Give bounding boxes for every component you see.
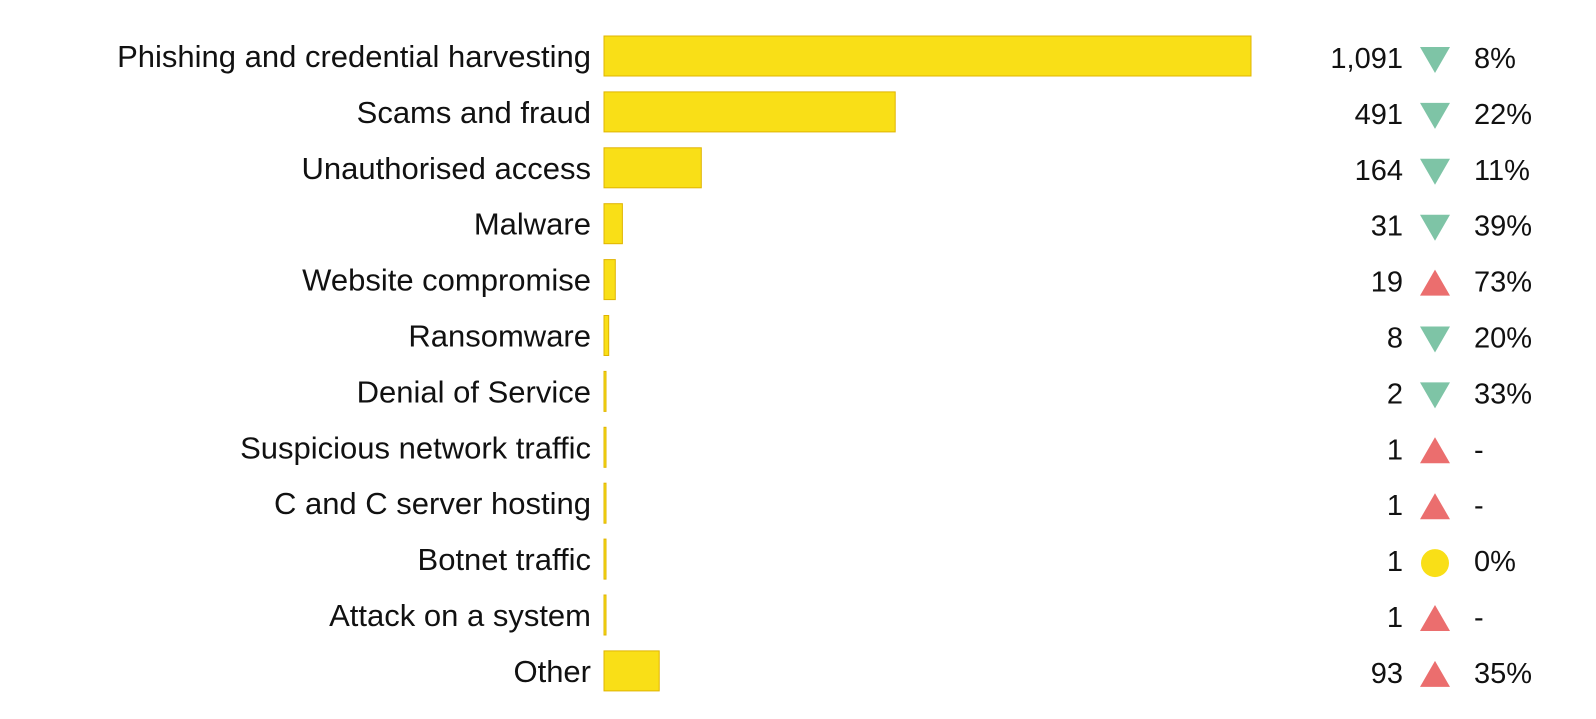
change-label: 33%: [1474, 378, 1532, 410]
trend-same-icon: [1421, 549, 1449, 578]
value-label: 1: [1387, 490, 1403, 522]
bar: [603, 426, 607, 468]
bar: [603, 594, 607, 636]
value-label: 1,091: [1330, 43, 1403, 75]
trend-down-icon: [1420, 214, 1450, 241]
change-label: 73%: [1474, 267, 1532, 299]
value-label: 1: [1387, 434, 1403, 466]
bar: [603, 147, 702, 189]
value-label: 164: [1355, 155, 1403, 187]
category-labels: Phishing and credential harvesting Scams …: [117, 39, 591, 689]
change-label: 11%: [1474, 155, 1530, 187]
bar: [603, 315, 610, 356]
category-label: Phishing and credential harvesting: [117, 39, 591, 74]
category-label: Scams and fraud: [357, 95, 591, 130]
value-label: 1: [1387, 602, 1403, 634]
category-label: C and C server hosting: [274, 486, 591, 521]
value-label: 8: [1387, 323, 1403, 355]
trend-up-icon: [1420, 660, 1450, 687]
category-label: Ransomware: [408, 319, 591, 354]
bar: [603, 650, 660, 692]
value-label: 19: [1371, 267, 1403, 299]
bar: [603, 91, 896, 133]
trend-up-icon: [1420, 437, 1450, 464]
category-label: Denial of Service: [357, 374, 591, 409]
value-labels: 1,091 491 164 31 19 8 2 1 1 1 1 93: [1330, 43, 1403, 690]
change-label: 22%: [1474, 99, 1532, 131]
change-labels: 8% 22% 11% 39% 73% 20% 33% - - 0% - 35%: [1474, 43, 1532, 690]
value-label: 491: [1355, 99, 1403, 131]
change-label: -: [1474, 602, 1484, 634]
category-label: Other: [513, 654, 591, 689]
bars-layer: [603, 35, 1252, 692]
change-label: 0%: [1474, 546, 1516, 578]
change-label: 35%: [1474, 658, 1532, 690]
category-label: Malware: [474, 207, 591, 242]
bar: [603, 482, 607, 524]
trend-down-icon: [1420, 47, 1450, 73]
value-label: 93: [1371, 658, 1403, 690]
category-label: Unauthorised access: [302, 151, 592, 186]
bar: [603, 203, 623, 245]
category-label: Suspicious network traffic: [240, 430, 591, 465]
change-label: 39%: [1474, 211, 1532, 243]
category-label: Attack on a system: [329, 598, 591, 633]
trend-down-icon: [1420, 158, 1450, 185]
bar: [603, 370, 607, 412]
trend-indicators: [1420, 47, 1450, 687]
trend-up-icon: [1420, 493, 1450, 520]
bar: [603, 538, 607, 580]
bar: [603, 259, 616, 301]
trend-down-icon: [1420, 102, 1450, 129]
change-label: 20%: [1474, 323, 1532, 355]
change-label: -: [1474, 434, 1484, 466]
trend-up-icon: [1420, 269, 1450, 296]
trend-down-icon: [1420, 382, 1450, 409]
trend-down-icon: [1420, 326, 1450, 353]
value-label: 2: [1387, 378, 1403, 410]
change-label: -: [1474, 490, 1484, 522]
value-label: 1: [1387, 546, 1403, 578]
bar: [603, 35, 1252, 77]
value-label: 31: [1371, 211, 1403, 243]
trend-up-icon: [1420, 605, 1450, 631]
category-label: Botnet traffic: [418, 542, 591, 577]
category-label: Website compromise: [302, 263, 591, 298]
change-label: 8%: [1474, 43, 1516, 75]
